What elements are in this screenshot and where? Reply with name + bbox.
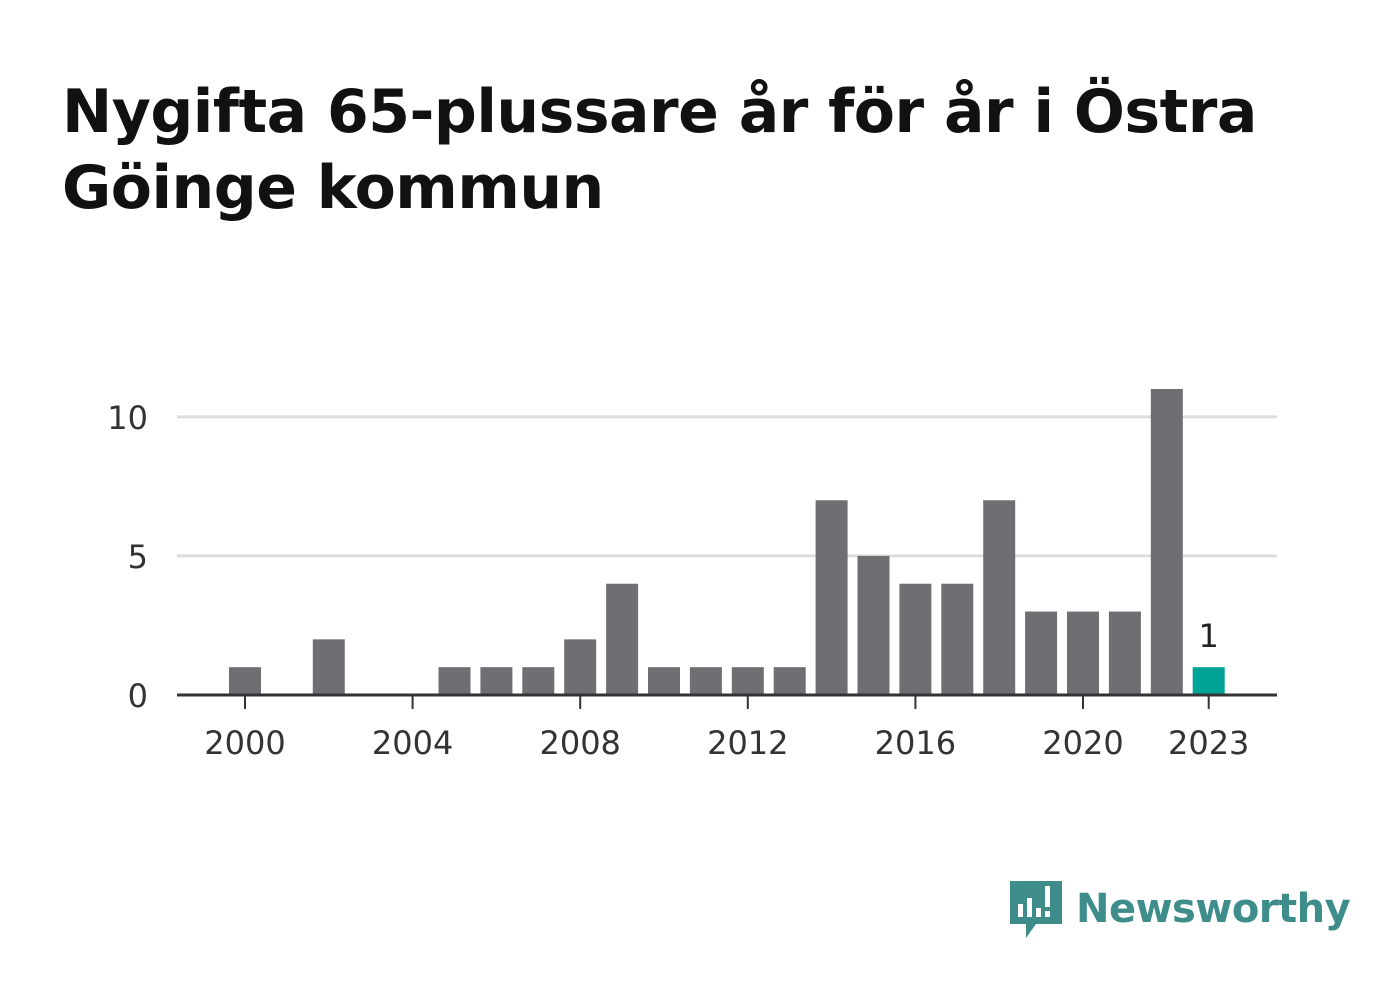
x-tick-label-2023: 2023	[1168, 724, 1249, 762]
x-tick-label-2000: 2000	[204, 724, 285, 762]
x-axis	[177, 693, 1277, 709]
bar-2005	[438, 667, 471, 695]
x-tick-label-2012: 2012	[707, 724, 788, 762]
y-tick-label-5: 5	[128, 538, 148, 576]
bar-2022	[1150, 389, 1183, 695]
bar-2010	[648, 667, 680, 695]
newsworthy-logo: Newsworthy	[1010, 878, 1351, 940]
x-tick-label-2004: 2004	[372, 724, 453, 762]
bar-2014	[815, 500, 848, 695]
bar-2002	[312, 639, 345, 695]
bar-2016	[899, 583, 932, 695]
y-axis-labels: 0 5 10	[107, 399, 148, 715]
chart-title: Nygifta 65-plussare år för år i Östra Gö…	[62, 77, 1257, 223]
bar-2023	[1192, 667, 1225, 695]
bar-2015	[857, 555, 890, 695]
bar-2007	[522, 667, 555, 695]
y-tick-label-0: 0	[128, 677, 148, 715]
y-tick-label-10: 10	[107, 399, 148, 437]
bar-2006	[480, 667, 513, 695]
x-tick-label-2020: 2020	[1042, 724, 1123, 762]
bar-2018	[983, 500, 1016, 695]
x-tick-label-2016: 2016	[875, 724, 956, 762]
x-axis-labels: 2000 2004 2008 2012 2016 2020 2023	[204, 724, 1249, 762]
bar-2020	[1067, 611, 1099, 695]
bars	[229, 389, 1225, 695]
brand-name: Newsworthy	[1076, 886, 1351, 932]
bar-2012	[731, 667, 764, 695]
data-label-2023: 1	[1199, 617, 1219, 655]
bar-2019	[1025, 611, 1058, 695]
newsworthy-logo-icon	[1010, 881, 1062, 938]
bar-2021	[1108, 611, 1141, 695]
x-tick-label-2008: 2008	[539, 724, 620, 762]
bar-2008	[564, 639, 597, 695]
grid-lines	[177, 415, 1277, 558]
bar-2011	[689, 667, 722, 695]
bar-2000	[229, 667, 261, 695]
data-labels: 1	[1199, 617, 1219, 655]
bar-2009	[606, 583, 639, 695]
bar-2013	[773, 667, 806, 695]
bar-2017	[941, 583, 974, 695]
bar-chart: 0 5 10 2000 2004 2008 2012 2016 2020 2023 1	[107, 389, 1277, 762]
